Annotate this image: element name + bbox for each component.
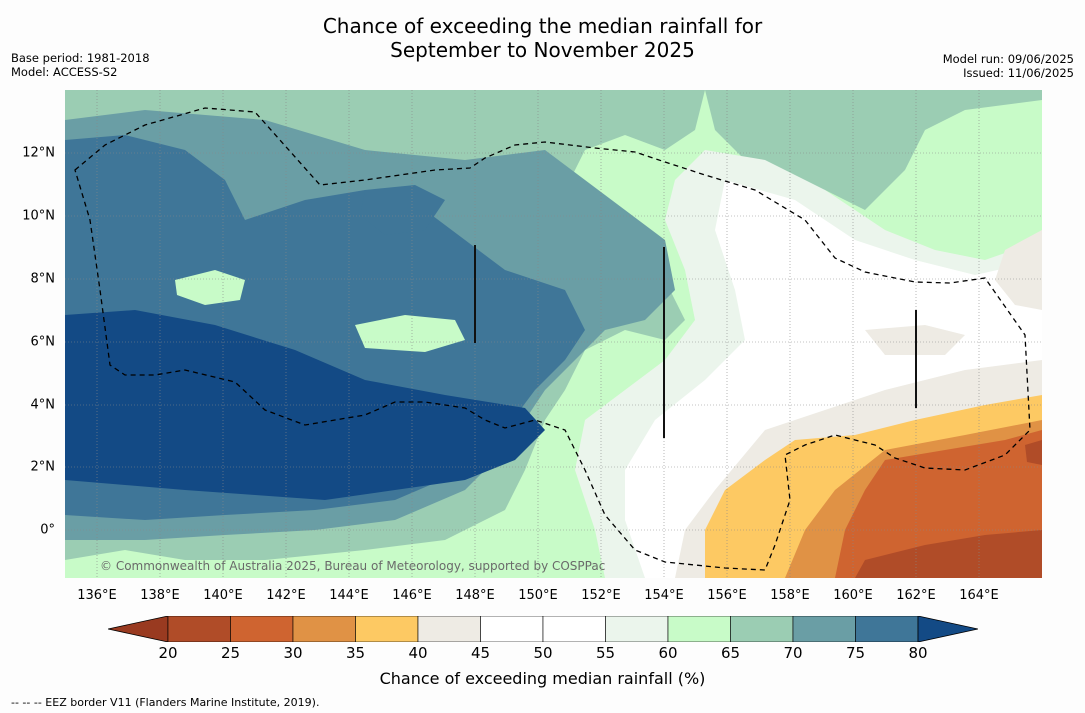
copyright-watermark: © Commonwealth of Australia 2025, Bureau… xyxy=(100,559,605,573)
colorbar-segment xyxy=(542,616,606,642)
colorbar-segment xyxy=(480,616,544,642)
meta-left: Base period: 1981-2018 Model: ACCESS-S2 xyxy=(11,51,150,79)
colorbar-tick: 60 xyxy=(658,644,678,662)
colorbar-segment xyxy=(792,616,856,642)
graticule xyxy=(65,90,1042,578)
colorbar-tick: 55 xyxy=(595,644,616,662)
colorbar-segment xyxy=(167,616,231,642)
lon-label: 154°E xyxy=(644,588,684,603)
lat-label: 4°N xyxy=(30,397,56,413)
colorbar-tick: 20 xyxy=(158,644,178,662)
colorbar-tick: 25 xyxy=(220,644,241,662)
colorbar-tick: 65 xyxy=(720,644,741,662)
lon-label: 160°E xyxy=(833,588,873,603)
colorbar-segment xyxy=(292,616,356,642)
lon-label: 148°E xyxy=(455,588,495,603)
colorbar-tick: 80 xyxy=(908,644,928,662)
model-name: Model: ACCESS-S2 xyxy=(11,65,118,79)
lon-label: 162°E xyxy=(896,588,936,603)
zone-60-65-blob-2 xyxy=(355,315,465,352)
colorbar-tick: 35 xyxy=(345,644,366,662)
title-line-1: Chance of exceeding the median rainfall … xyxy=(322,14,763,38)
lon-label: 136°E xyxy=(77,588,117,603)
colorbar-segment xyxy=(855,616,919,642)
title-line-2: September to November 2025 xyxy=(390,38,695,62)
colorbar-segment xyxy=(667,616,731,642)
colorbar-tick: 40 xyxy=(408,644,428,662)
colorbar-segment xyxy=(417,616,481,642)
colorbar-extend-high xyxy=(917,616,978,642)
lon-label: 138°E xyxy=(140,588,180,603)
colorbar-tick: 75 xyxy=(845,644,866,662)
lon-label: 158°E xyxy=(770,588,810,603)
rainfall-map: © Commonwealth of Australia 2025, Bureau… xyxy=(65,90,1042,578)
colorbar-title: Chance of exceeding median rainfall (%) xyxy=(379,669,706,688)
colorbar-tick: 70 xyxy=(783,644,803,662)
boundary-lines xyxy=(474,245,917,438)
lon-label: 152°E xyxy=(581,588,621,603)
colorbar-extend-low xyxy=(108,616,169,642)
lon-label: 144°E xyxy=(329,588,369,603)
lat-label: 8°N xyxy=(30,271,56,287)
lat-label: 2°N xyxy=(30,459,56,475)
eez-border xyxy=(74,107,1031,571)
lon-label: 142°E xyxy=(266,588,306,603)
zone-40-45-ne xyxy=(995,230,1042,310)
lat-label: 12°N xyxy=(22,145,55,161)
colorbar-tick: 50 xyxy=(533,644,553,662)
model-run: Model run: 09/06/2025 xyxy=(942,52,1074,66)
colorbar-tick: 45 xyxy=(470,644,491,662)
lon-label: 146°E xyxy=(392,588,432,603)
zone-20-25-east xyxy=(1025,440,1042,465)
lat-label: 10°N xyxy=(22,208,55,224)
colorbar xyxy=(108,616,978,642)
lon-label: 140°E xyxy=(203,588,243,603)
lon-label: 164°E xyxy=(959,588,999,603)
lon-label: 156°E xyxy=(707,588,747,603)
zone-75-80-blob xyxy=(360,185,445,235)
zone-20-25 xyxy=(855,530,1042,578)
colorbar-tick: 30 xyxy=(283,644,303,662)
base-period: Base period: 1981-2018 xyxy=(11,51,150,65)
lat-label: 0° xyxy=(40,522,55,538)
colorbar-segment xyxy=(730,616,794,642)
map-title: Chance of exceeding the median rainfall … xyxy=(0,14,1085,62)
colorbar-segment xyxy=(355,616,419,642)
meta-right: Model run: 09/06/2025 Issued: 11/06/2025 xyxy=(943,52,1074,80)
colorbar-segment xyxy=(605,616,669,642)
lat-label: 6°N xyxy=(30,334,56,350)
eez-legend-note: -- -- -- EEZ border V11 (Flanders Marine… xyxy=(11,696,320,709)
colorbar-segment xyxy=(230,616,294,642)
lon-label: 150°E xyxy=(518,588,558,603)
issued-date: Issued: 11/06/2025 xyxy=(963,66,1074,80)
